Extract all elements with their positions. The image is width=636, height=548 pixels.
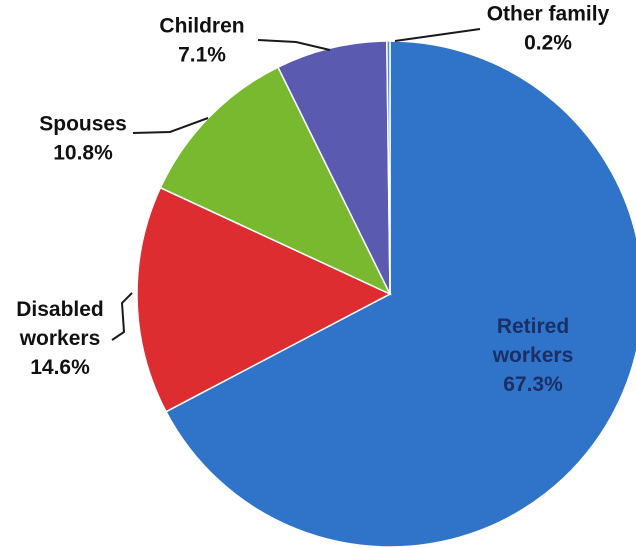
slice-percent: 14.6% [30,356,90,379]
leader-line-other-family [394,28,481,42]
slice-percent: 10.8% [53,142,113,165]
pie-slice-children [276,40,391,295]
pie-slice-other-family [386,40,391,295]
leader-lines [111,28,481,341]
label-retired-workers: Retired workers 67.3% [492,315,574,396]
slice-name: Spouses [39,113,127,136]
leader-line-children [257,39,331,51]
slice-percent: 0.2% [524,32,572,55]
slice-name: workers [19,327,101,350]
leader-line-disabled-workers [111,292,133,341]
label-spouses: Spouses 10.8% [39,113,127,165]
label-disabled-workers: Disabled workers 14.6% [16,298,104,379]
slice-name: Other family [487,3,610,26]
slice-percent: 67.3% [503,373,563,396]
pie-slice-retired-workers [165,40,636,548]
slice-name: workers [492,344,574,367]
leader-line-spouses [132,117,209,134]
slice-percent: 7.1% [178,44,226,67]
slice-name: Retired [497,315,569,338]
pie-slice-spouses [159,66,392,296]
label-children: Children 7.1% [159,15,244,67]
slice-name: Disabled [16,298,104,321]
pie-slices [136,40,636,548]
slice-labels: Retired workers 67.3% Disabled workers 14.6% S… [16,3,609,397]
label-other-family: Other family 0.2% [487,3,610,55]
pie-slice-disabled-workers [136,186,392,413]
slice-name: Children [159,15,244,38]
